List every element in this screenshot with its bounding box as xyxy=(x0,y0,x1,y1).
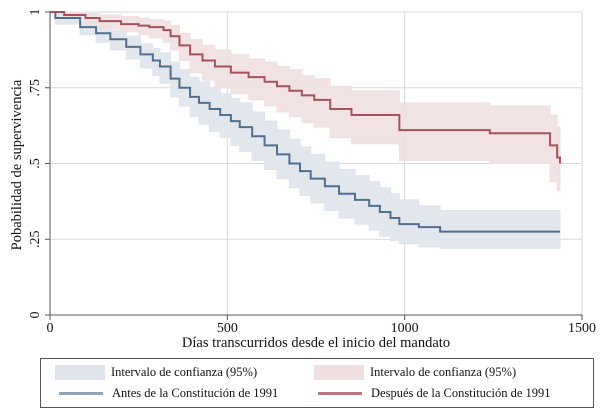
y-tick-label: .25 xyxy=(28,231,43,249)
survival-chart: 0 500 1000 1500 0 .25 .5 .75 1 Días transcurrido… xyxy=(9,9,596,352)
legend-item-after-line: Después de la Constitución de 1991 xyxy=(314,386,551,401)
legend-swatch-after-band xyxy=(314,365,364,380)
x-tick-label: 1000 xyxy=(391,321,419,336)
y-axis-title: Pobabilidad de supervivencia xyxy=(9,79,25,250)
legend-label: Antes de la Constitución de 1991 xyxy=(112,386,279,400)
x-axis-title: Días transcurridos desde el inicio del m… xyxy=(182,335,450,351)
legend-label: Intervalo de confianza (95%) xyxy=(111,365,258,379)
legend: Intervalo de confianza (95%) Intervalo d… xyxy=(40,358,594,408)
legend-swatch-after-line xyxy=(318,392,362,395)
survival-curve-before xyxy=(50,11,561,233)
legend-swatch-before-band xyxy=(55,365,105,380)
x-tick-label: 0 xyxy=(47,321,54,336)
y-tick-label: 1 xyxy=(28,9,43,16)
x-tick-label: 1500 xyxy=(568,321,596,336)
survival-curve-after xyxy=(50,11,562,164)
legend-item-before-line: Antes de la Constitución de 1991 xyxy=(55,386,278,401)
axes xyxy=(45,11,583,320)
legend-item-after-band: Intervalo de confianza (95%) xyxy=(314,365,516,380)
legend-item-before-band: Intervalo de confianza (95%) xyxy=(55,365,257,380)
legend-swatch-before-line xyxy=(59,392,103,395)
y-tick-label: 0 xyxy=(28,312,43,319)
x-tick-label: 500 xyxy=(217,321,238,336)
legend-label: Intervalo de confianza (95%) xyxy=(370,365,517,379)
legend-label: Después de la Constitución de 1991 xyxy=(371,386,551,400)
tick-labels: 0 500 1000 1500 0 .25 .5 .75 1 xyxy=(28,9,596,337)
y-tick-label: .75 xyxy=(28,79,43,97)
y-tick-label: .5 xyxy=(28,158,43,169)
survival-curves xyxy=(50,11,562,233)
